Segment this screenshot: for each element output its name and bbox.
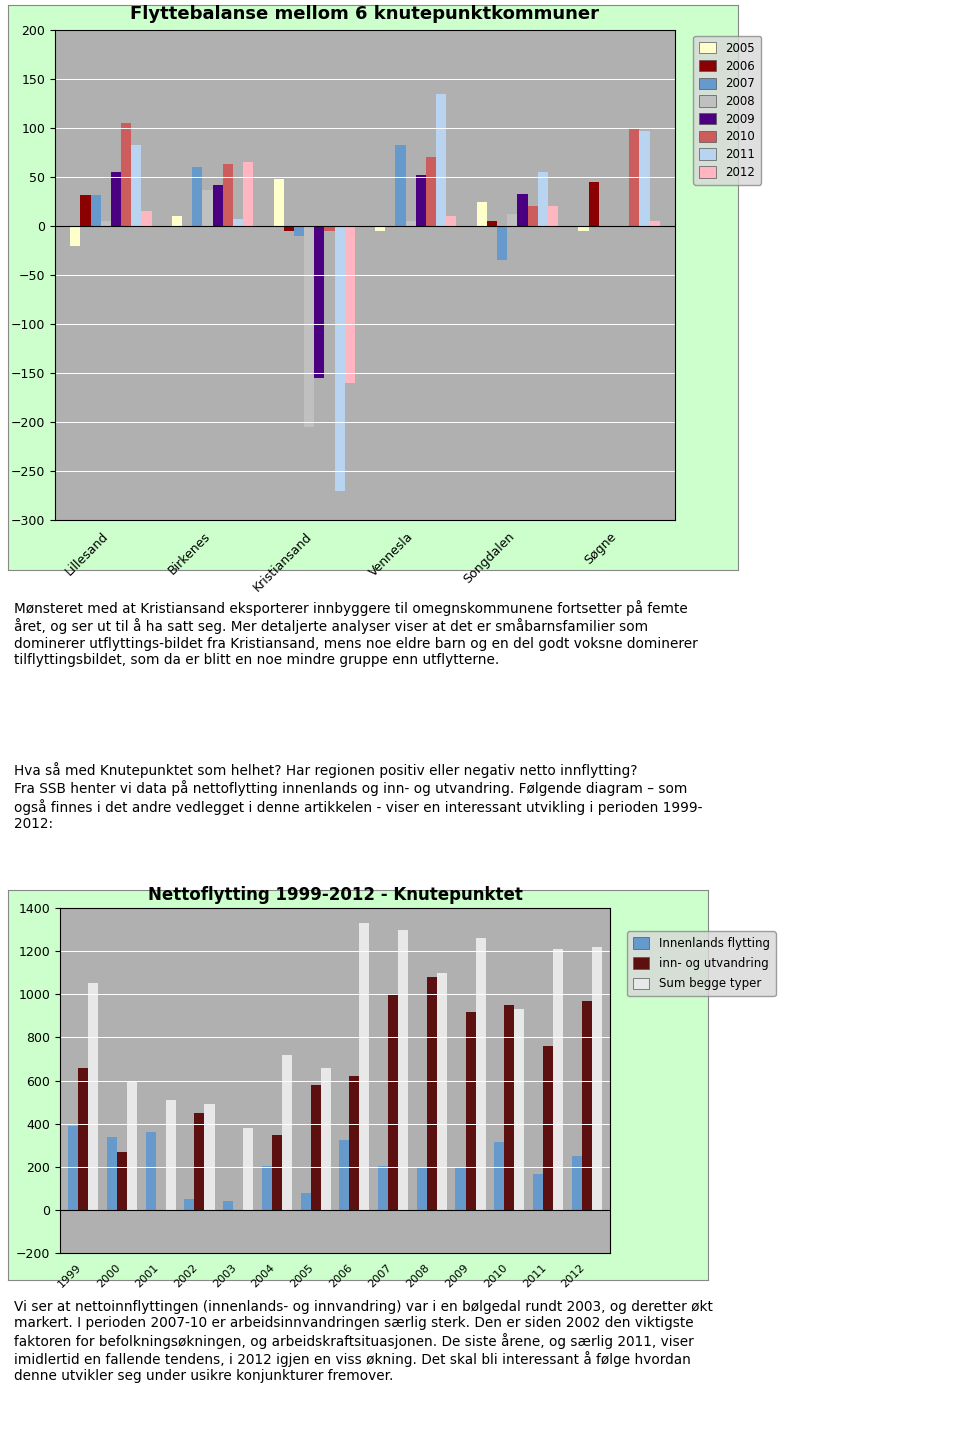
Bar xyxy=(68,1125,78,1211)
Bar xyxy=(90,194,101,226)
Bar xyxy=(455,1167,466,1211)
Bar xyxy=(324,226,334,230)
Bar xyxy=(141,211,152,226)
Bar xyxy=(579,226,588,230)
Bar xyxy=(398,930,408,1211)
Bar xyxy=(497,226,507,261)
Bar xyxy=(416,175,426,226)
Bar xyxy=(334,226,345,491)
Bar xyxy=(223,164,233,226)
Bar xyxy=(321,1067,331,1211)
Bar xyxy=(101,222,111,226)
Bar xyxy=(446,216,456,226)
Bar xyxy=(304,226,314,427)
Bar xyxy=(349,1076,359,1211)
Legend: Innenlands flytting, inn- og utvandring, Sum begge typer: Innenlands flytting, inn- og utvandring,… xyxy=(627,931,776,996)
Bar xyxy=(294,226,304,236)
Bar xyxy=(571,1156,582,1211)
Bar xyxy=(517,194,528,226)
Bar xyxy=(111,172,121,226)
Bar xyxy=(121,123,132,226)
Bar xyxy=(426,158,436,226)
Title: Flyttebalanse mellom 6 knutepunktkommuner: Flyttebalanse mellom 6 knutepunktkommune… xyxy=(131,4,599,23)
Bar xyxy=(427,977,437,1211)
Bar xyxy=(243,1128,253,1211)
Bar xyxy=(588,182,599,226)
Bar xyxy=(504,1005,515,1211)
Bar xyxy=(548,207,558,226)
Bar xyxy=(70,226,81,246)
Bar xyxy=(436,94,446,226)
Bar xyxy=(466,1012,475,1211)
Bar xyxy=(146,1132,156,1211)
Bar xyxy=(515,1009,524,1211)
Bar xyxy=(282,1054,292,1211)
Bar xyxy=(262,1166,272,1211)
Bar xyxy=(533,1174,543,1211)
Text: Vi ser at nettoinnflyttingen (innenlands- og innvandring) var i en bølgedal rund: Vi ser at nettoinnflyttingen (innenlands… xyxy=(14,1300,713,1383)
Bar xyxy=(172,216,182,226)
Bar xyxy=(378,1166,388,1211)
Bar xyxy=(233,219,243,226)
Bar xyxy=(272,1135,282,1211)
Bar xyxy=(195,1114,204,1211)
Bar xyxy=(212,185,223,226)
Bar xyxy=(543,1045,553,1211)
Bar xyxy=(582,1001,591,1211)
Bar xyxy=(284,226,294,230)
Bar xyxy=(223,1202,233,1211)
Bar xyxy=(339,1140,349,1211)
Bar xyxy=(166,1100,176,1211)
Bar xyxy=(78,1067,88,1211)
Bar xyxy=(132,145,141,226)
Bar xyxy=(475,938,486,1211)
Bar xyxy=(300,1193,311,1211)
Bar xyxy=(417,1167,427,1211)
Bar xyxy=(192,167,203,226)
Bar xyxy=(629,127,639,226)
Bar xyxy=(507,214,517,226)
Bar xyxy=(494,1142,504,1211)
Bar xyxy=(117,1151,127,1211)
Bar xyxy=(375,226,385,230)
Bar xyxy=(345,226,355,382)
Bar xyxy=(528,207,538,226)
Bar xyxy=(243,162,253,226)
Text: Hva så med Knutepunktet som helhet? Har regionen positiv eller negativ netto inn: Hva så med Knutepunktet som helhet? Har … xyxy=(14,762,703,831)
Bar xyxy=(203,190,212,226)
Bar xyxy=(88,983,98,1211)
Bar xyxy=(359,922,370,1211)
Bar xyxy=(396,145,406,226)
Bar xyxy=(107,1137,117,1211)
Bar xyxy=(184,1199,195,1211)
Bar xyxy=(274,180,284,226)
Bar xyxy=(388,995,398,1211)
Bar xyxy=(553,948,564,1211)
Legend: 2005, 2006, 2007, 2008, 2009, 2010, 2011, 2012: 2005, 2006, 2007, 2008, 2009, 2010, 2011… xyxy=(693,36,761,185)
Bar xyxy=(204,1105,214,1211)
Bar xyxy=(538,172,548,226)
Bar xyxy=(406,222,416,226)
Bar xyxy=(639,130,650,226)
Bar xyxy=(311,1085,321,1211)
Bar xyxy=(477,201,487,226)
Text: Mønsteret med at Kristiansand eksporterer innbyggere til omegnskommunene fortset: Mønsteret med at Kristiansand eksportere… xyxy=(14,599,698,668)
Bar xyxy=(314,226,324,378)
Bar xyxy=(81,194,90,226)
Title: Nettoflytting 1999-2012 - Knutepunktet: Nettoflytting 1999-2012 - Knutepunktet xyxy=(148,886,522,904)
Bar xyxy=(127,1080,137,1211)
Bar xyxy=(650,222,660,226)
Bar xyxy=(437,973,447,1211)
Bar xyxy=(487,222,497,226)
Bar xyxy=(591,947,602,1211)
